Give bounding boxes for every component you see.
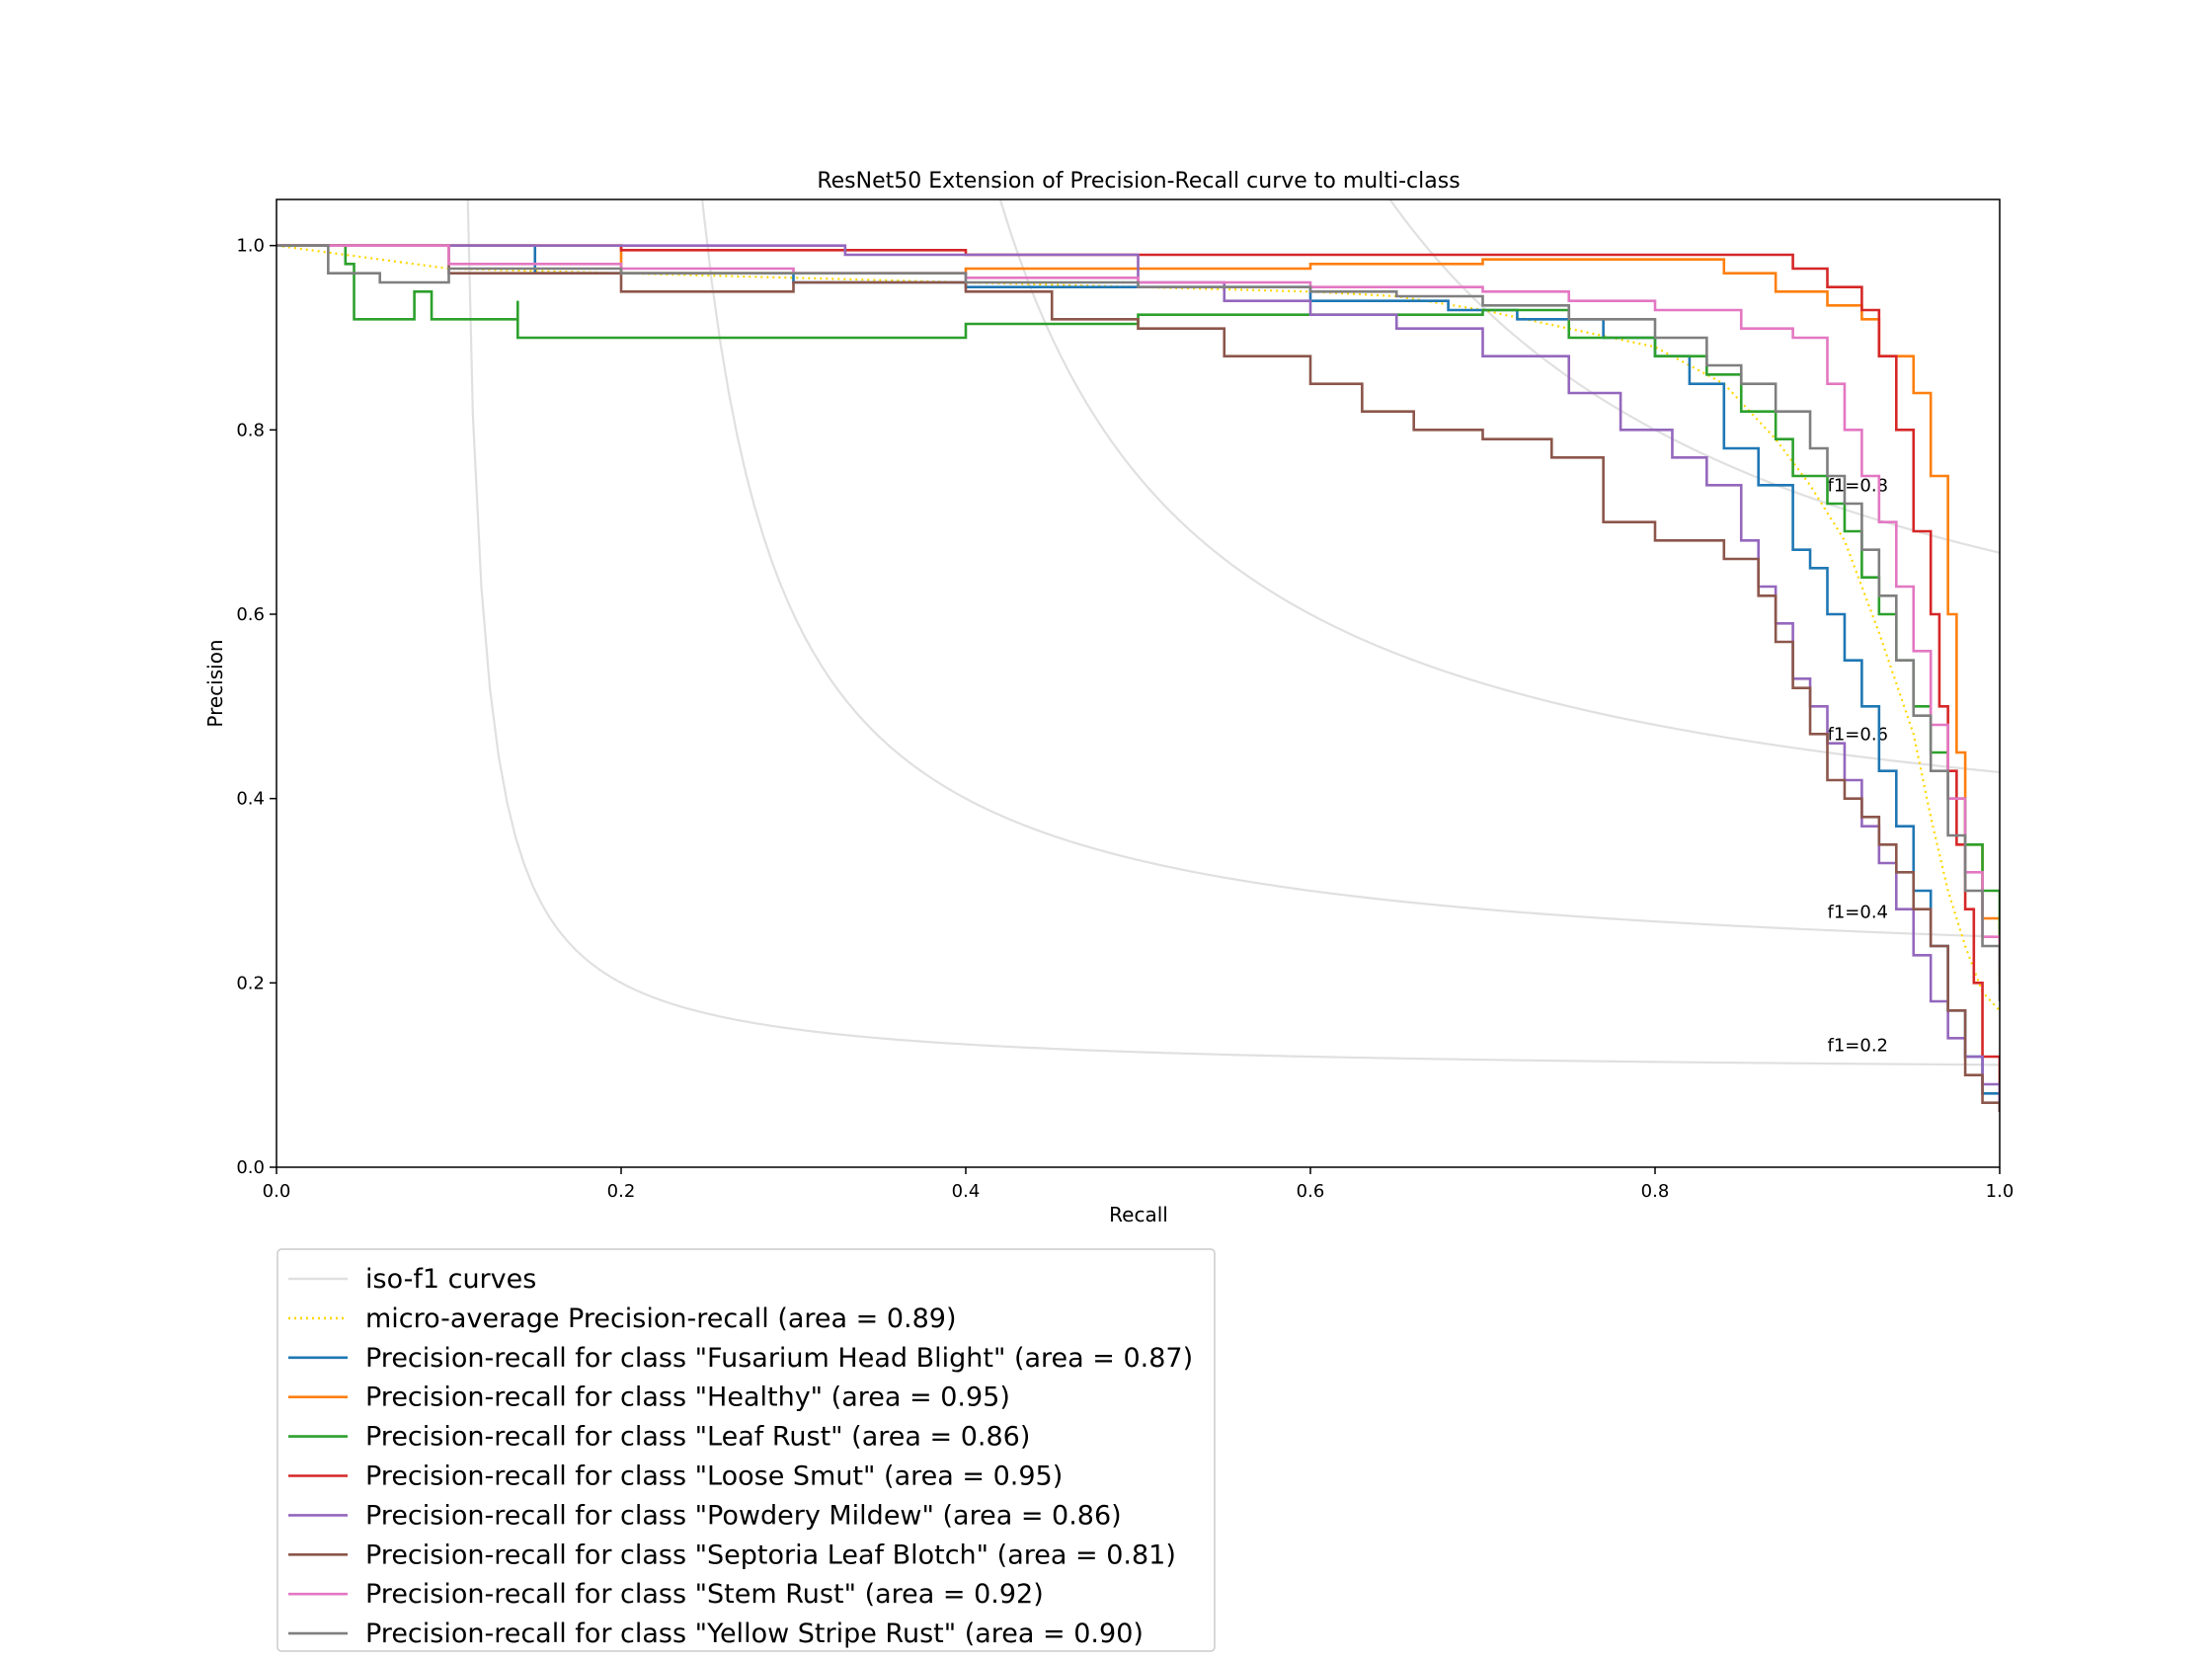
series-lines [276, 244, 2000, 1112]
iso-f1-labels: f1=0.2 f1=0.4 f1=0.6 f1=0.8 [1828, 475, 1889, 1056]
legend: iso-f1 curves micro-average Precision-rec… [276, 1248, 1216, 1652]
legend-label: Precision-recall for class "Stem Rust" (… [365, 1579, 1044, 1610]
y-tick-label: 0.0 [236, 1157, 265, 1178]
legend-label: Precision-recall for class "Leaf Rust" (… [365, 1422, 1030, 1453]
legend-label: Precision-recall for class "Healthy" (ar… [365, 1382, 1010, 1413]
y-tick-label: 0.8 [236, 420, 265, 440]
legend-label: Precision-recall for class "Septoria Lea… [365, 1540, 1176, 1570]
y-axis-ticks: 0.0 0.2 0.4 0.6 0.8 1.0 [236, 236, 276, 1178]
series-line [276, 244, 2000, 1012]
iso-f1-curves [466, 199, 2000, 1066]
chart-title: ResNet50 Extension of Precision-Recall c… [817, 169, 1460, 194]
x-tick-label: 0.2 [607, 1181, 636, 1202]
x-tick-label: 0.8 [1641, 1181, 1670, 1202]
series-line [276, 244, 2000, 1001]
iso-f1-label: f1=0.2 [1828, 1035, 1889, 1056]
iso-f1-curve [466, 199, 2000, 1066]
plot-frame [276, 198, 2001, 1168]
plot-area: f1=0.2 f1=0.4 f1=0.6 f1=0.8 [276, 198, 2001, 1168]
legend-label: micro-average Precision-recall (area = 0… [365, 1304, 957, 1334]
iso-f1-label: f1=0.8 [1828, 475, 1889, 496]
x-tick-label: 0.4 [952, 1181, 981, 1202]
y-tick-label: 0.6 [236, 604, 265, 625]
y-axis-label: Precision [203, 639, 227, 727]
x-axis-ticks: 0.0 0.2 0.4 0.6 0.8 1.0 [263, 1167, 2014, 1202]
iso-f1-curve [701, 199, 2000, 938]
series-line [276, 244, 2000, 1112]
legend-label: iso-f1 curves [365, 1264, 536, 1295]
x-tick-label: 1.0 [1986, 1181, 2014, 1202]
legend-frame [276, 1248, 1216, 1652]
legend-label: Precision-recall for class "Loose Smut" … [365, 1462, 1063, 1492]
series-line [276, 244, 2000, 1112]
y-tick-label: 0.4 [236, 789, 265, 810]
iso-f1-curve [998, 199, 2000, 774]
y-tick-label: 0.2 [236, 973, 265, 993]
legend-label: Precision-recall for class "Yellow Strip… [365, 1619, 1144, 1649]
iso-f1-label: f1=0.6 [1828, 724, 1889, 745]
legend-label: Precision-recall for class "Fusarium Hea… [365, 1343, 1193, 1374]
x-tick-label: 0.6 [1297, 1181, 1325, 1202]
x-axis-label: Recall [1109, 1203, 1168, 1226]
x-tick-label: 0.0 [263, 1181, 291, 1202]
legend-label: Precision-recall for class "Powdery Mild… [365, 1500, 1122, 1531]
iso-f1-curve [1388, 199, 2000, 554]
y-tick-label: 1.0 [236, 236, 265, 257]
iso-f1-label: f1=0.4 [1828, 902, 1889, 922]
